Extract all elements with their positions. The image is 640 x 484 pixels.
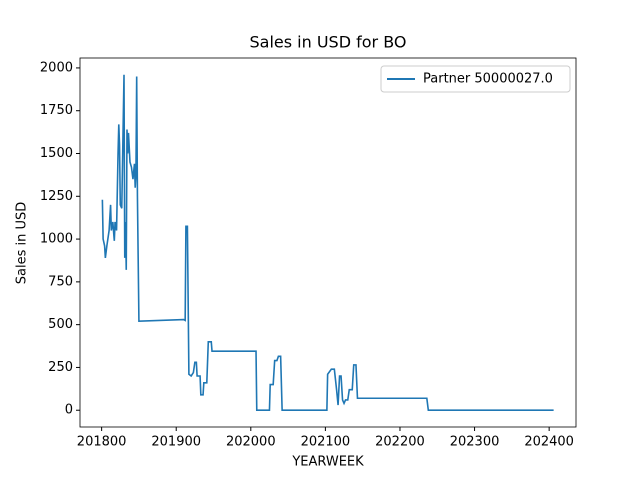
y-tick-label: 1250	[40, 189, 73, 204]
y-axis-label: Sales in USD	[15, 202, 30, 285]
x-axis-label: YEARWEEK	[291, 455, 364, 470]
x-tick-label: 202400	[524, 435, 574, 450]
x-tick-label: 201800	[77, 435, 127, 450]
y-tick-label: 2000	[40, 60, 73, 75]
y-tick-label: 250	[48, 360, 73, 375]
plot-frame	[79, 57, 577, 428]
y-tick-label: 1750	[40, 103, 73, 118]
x-tick-label: 202100	[301, 435, 351, 450]
x-tick-label: 202200	[375, 435, 425, 450]
x-tick-label: 201900	[151, 435, 201, 450]
y-tick-label: 0	[65, 403, 73, 418]
y-tick-label: 1000	[40, 232, 73, 247]
x-tick-label: 202300	[450, 435, 500, 450]
y-tick-label: 1500	[40, 146, 73, 161]
y-tick-label: 500	[48, 317, 73, 332]
legend-box	[380, 65, 571, 93]
chart-title: Sales in USD for BO	[250, 33, 407, 52]
x-tick-label: 202000	[226, 435, 276, 450]
legend-label: Partner 50000027.0	[423, 72, 553, 87]
line-series	[101, 74, 554, 412]
y-tick-label: 750	[48, 274, 73, 289]
